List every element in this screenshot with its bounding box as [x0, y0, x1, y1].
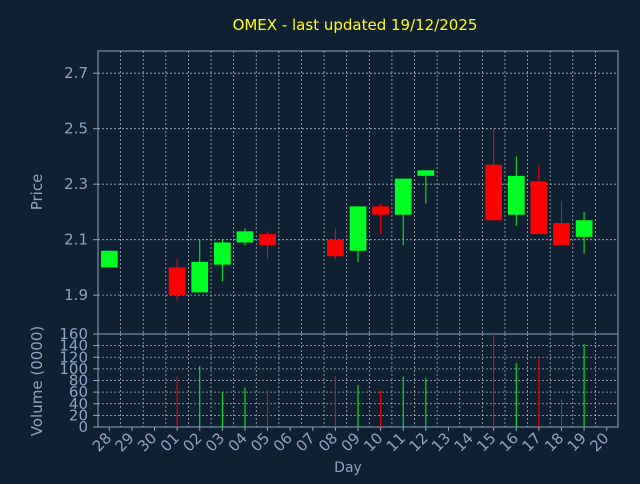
volume-ytick-label: 140	[59, 337, 88, 355]
volume-ytick-label: 0	[78, 418, 88, 436]
day-axis-label: Day	[334, 460, 362, 476]
candle-body	[553, 223, 570, 246]
candle-body	[349, 206, 367, 251]
candle-body	[507, 175, 525, 215]
candle-body	[327, 239, 344, 257]
volume-ytick-label: 40	[69, 395, 88, 413]
price-axis-label: Price	[28, 174, 46, 211]
price-ytick-label: 2.7	[64, 64, 88, 82]
candle-body	[236, 231, 254, 243]
candle-body	[485, 164, 503, 221]
candle-body	[168, 267, 186, 296]
volume-ytick-label: 60	[69, 383, 88, 401]
candle-body	[259, 234, 276, 246]
candle-body	[191, 261, 209, 293]
day-xtick-label: 20	[586, 429, 612, 455]
price-ytick-label: 2.1	[64, 231, 88, 249]
candle-body	[530, 181, 548, 235]
candle-body	[213, 242, 231, 265]
volume-axis-label: Volume (0000)	[28, 326, 46, 436]
chart-marks: 1.92.12.32.52.70204060801001201401602829…	[59, 50, 619, 455]
candle-body	[372, 206, 389, 215]
volume-ytick-label: 120	[59, 348, 88, 366]
price-ytick-label: 2.5	[64, 120, 88, 138]
candle-body	[417, 170, 435, 176]
price-ytick-label: 1.9	[64, 286, 88, 304]
volume-ytick-label: 20	[69, 406, 88, 424]
candle-body	[100, 250, 118, 268]
price-ytick-label: 2.3	[64, 175, 88, 193]
volume-ytick-label: 80	[69, 372, 88, 390]
chart-title: OMEX - last updated 19/12/2025	[233, 16, 478, 34]
candle-body	[575, 220, 593, 237]
volume-ytick-label: 100	[59, 360, 88, 378]
candle-body	[394, 178, 412, 215]
volume-ytick-label: 160	[59, 325, 88, 343]
